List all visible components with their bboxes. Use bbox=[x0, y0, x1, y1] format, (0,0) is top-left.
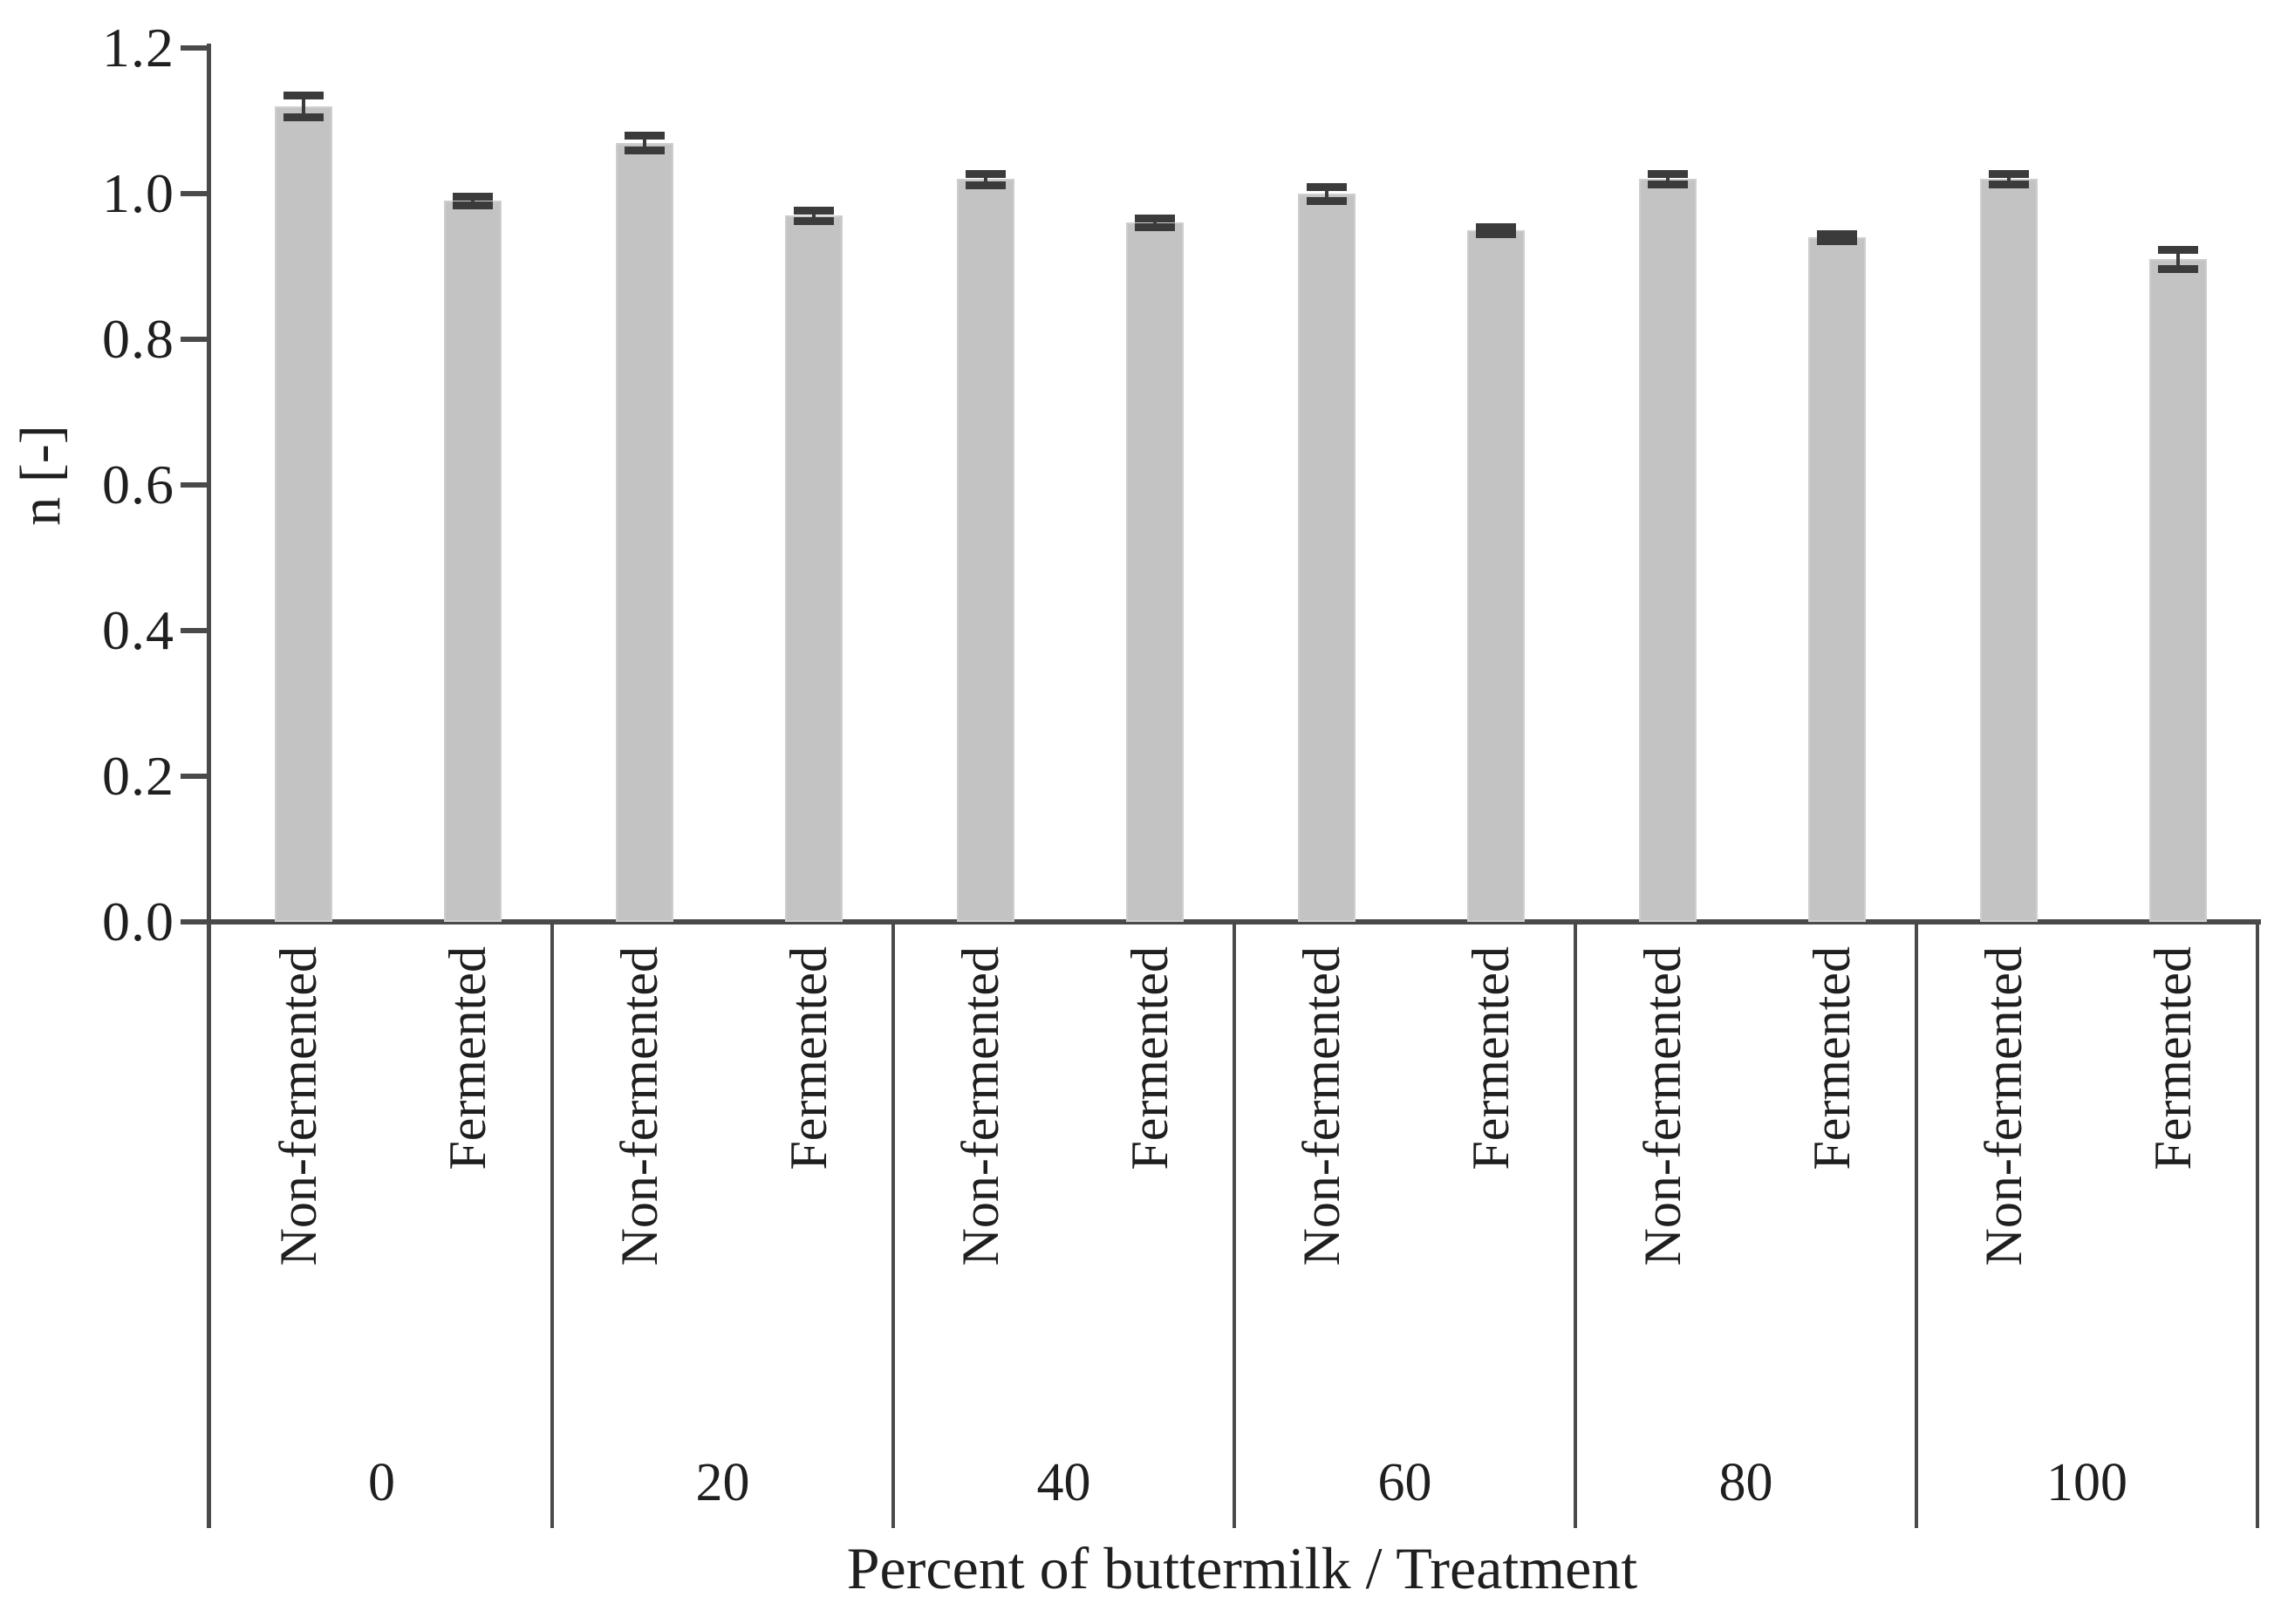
treatment-label-text: Fermented bbox=[1803, 946, 1861, 1170]
error-bar-whisker bbox=[984, 173, 987, 185]
treatment-label-text: Non-fermented bbox=[270, 946, 327, 1266]
group-separator bbox=[2256, 922, 2259, 1528]
treatment-label-text: Non-fermented bbox=[611, 946, 668, 1266]
bar-fermented-20 bbox=[785, 215, 843, 922]
error-bar-cap-bottom bbox=[283, 113, 324, 122]
category-label: 80 bbox=[1718, 1453, 1773, 1512]
bar-fermented-60 bbox=[1467, 229, 1525, 922]
error-bar-cap-bottom bbox=[966, 181, 1006, 189]
treatment-label-text: Non-fermented bbox=[1634, 946, 1691, 1266]
bar-fermented-40 bbox=[1126, 222, 1184, 922]
y-axis-tick-label: 0.6 bbox=[102, 454, 174, 515]
error-bar-cap-bottom bbox=[2158, 265, 2198, 273]
group-separator bbox=[1574, 922, 1577, 1528]
error-bar-cap-bottom bbox=[1648, 181, 1688, 189]
y-axis-tick bbox=[181, 628, 207, 633]
y-axis-tick-label: 0.0 bbox=[102, 890, 174, 952]
treatment-label: Non-fermented bbox=[1975, 946, 2032, 1266]
treatment-label: Non-fermented bbox=[611, 946, 668, 1266]
group-separator bbox=[891, 922, 895, 1528]
error-bar-cap-bottom bbox=[1135, 223, 1175, 232]
y-axis-tick bbox=[181, 191, 207, 196]
treatment-label-text: Fermented bbox=[1121, 946, 1178, 1170]
treatment-label: Fermented bbox=[780, 946, 837, 1170]
error-bar-whisker bbox=[1325, 186, 1328, 201]
treatment-label: Non-fermented bbox=[270, 946, 327, 1266]
y-axis-tick-label: 1.0 bbox=[102, 162, 174, 224]
category-label: 100 bbox=[2046, 1453, 2127, 1512]
error-bar-cap-top bbox=[453, 193, 493, 201]
error-bar-cap-top bbox=[966, 169, 1006, 178]
error-bar-cap-bottom bbox=[1817, 237, 1857, 246]
bar-non-fermented-100 bbox=[1980, 179, 2038, 922]
error-bar-cap-top bbox=[1135, 215, 1175, 223]
y-axis-tick bbox=[181, 774, 207, 779]
group-separator bbox=[1233, 922, 1236, 1528]
error-bar-cap-bottom bbox=[1989, 181, 2029, 189]
error-bar-cap-top bbox=[1817, 229, 1857, 238]
y-axis-line bbox=[207, 44, 211, 1528]
treatment-label: Fermented bbox=[1121, 946, 1178, 1170]
error-bar-cap-bottom bbox=[1476, 229, 1516, 238]
error-bar-cap-top bbox=[1989, 170, 2029, 179]
error-bar-cap-top bbox=[1648, 170, 1688, 179]
group-separator bbox=[1915, 922, 1918, 1528]
treatment-label: Fermented bbox=[2144, 946, 2202, 1170]
group-separator bbox=[550, 922, 554, 1528]
error-bar-whisker bbox=[812, 210, 816, 221]
treatment-label: Fermented bbox=[439, 946, 496, 1170]
treatment-label-text: Fermented bbox=[439, 946, 496, 1170]
error-bar-whisker bbox=[643, 135, 646, 150]
bar-fermented-100 bbox=[2149, 259, 2207, 922]
bar-non-fermented-40 bbox=[957, 179, 1014, 922]
error-bar-whisker bbox=[471, 196, 475, 206]
treatment-label: Non-fermented bbox=[1634, 946, 1691, 1266]
category-label: 20 bbox=[695, 1453, 750, 1512]
error-bar-whisker bbox=[2007, 174, 2011, 185]
category-label: 60 bbox=[1377, 1453, 1432, 1512]
treatment-label-text: Fermented bbox=[780, 946, 837, 1170]
x-axis-title: Percent of buttermilk / Treatment bbox=[846, 1535, 1638, 1601]
error-bar-cap-bottom bbox=[1307, 197, 1347, 206]
error-bar-cap-bottom bbox=[453, 201, 493, 210]
error-bar-cap-top bbox=[1307, 182, 1347, 191]
error-bar-cap-top bbox=[625, 132, 665, 140]
error-bar-cap-bottom bbox=[794, 216, 834, 225]
error-bar-whisker bbox=[2176, 249, 2180, 269]
bar-fermented-80 bbox=[1808, 237, 1866, 922]
error-bar-whisker bbox=[1666, 174, 1670, 185]
x-axis-line bbox=[181, 919, 2261, 925]
y-axis-tick-label: 0.4 bbox=[102, 599, 174, 661]
y-axis-tick bbox=[181, 45, 207, 51]
error-bar-cap-top bbox=[2158, 246, 2198, 255]
bar-non-fermented-20 bbox=[616, 142, 673, 922]
error-bar-cap-bottom bbox=[625, 146, 665, 154]
y-axis-tick-label: 0.2 bbox=[102, 745, 174, 807]
treatment-label: Non-fermented bbox=[1293, 946, 1350, 1266]
category-label: 40 bbox=[1036, 1453, 1091, 1512]
error-bar-whisker bbox=[1153, 218, 1157, 228]
treatment-label-text: Non-fermented bbox=[952, 946, 1009, 1266]
treatment-label: Non-fermented bbox=[952, 946, 1009, 1266]
y-axis-tick bbox=[181, 337, 207, 342]
treatment-label-text: Fermented bbox=[1462, 946, 1520, 1170]
error-bar-cap-top bbox=[794, 207, 834, 215]
treatment-label: Fermented bbox=[1803, 946, 1861, 1170]
error-bar-whisker bbox=[302, 95, 305, 118]
y-axis-tick-label: 1.2 bbox=[102, 17, 174, 78]
bar-fermented-0 bbox=[444, 201, 502, 922]
treatment-label-text: Non-fermented bbox=[1293, 946, 1350, 1266]
y-axis-tick bbox=[181, 482, 207, 488]
bar-non-fermented-80 bbox=[1639, 179, 1697, 922]
treatment-label-text: Non-fermented bbox=[1975, 946, 2032, 1266]
bar-non-fermented-0 bbox=[275, 106, 332, 922]
error-bar-cap-top bbox=[1476, 222, 1516, 231]
error-bar-cap-top bbox=[283, 92, 324, 100]
category-label: 0 bbox=[368, 1453, 395, 1512]
y-axis-tick-label: 0.8 bbox=[102, 308, 174, 370]
bar-non-fermented-60 bbox=[1298, 194, 1356, 922]
treatment-label: Fermented bbox=[1462, 946, 1520, 1170]
treatment-label-text: Fermented bbox=[2144, 946, 2202, 1170]
